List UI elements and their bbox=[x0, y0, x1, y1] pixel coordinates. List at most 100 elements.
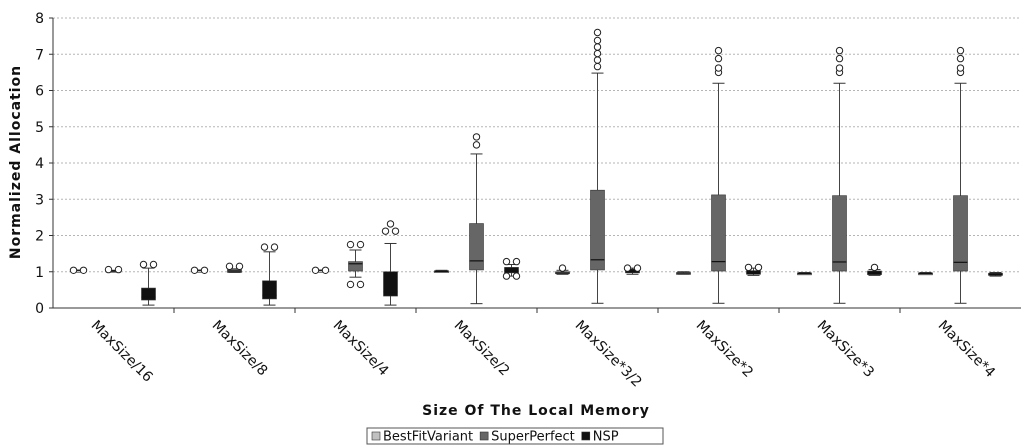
legend-label: SuperPerfect bbox=[491, 430, 575, 445]
y-tick-label: 1 bbox=[35, 265, 44, 281]
outlier-point bbox=[200, 266, 209, 274]
box bbox=[590, 189, 605, 271]
x-category-label: MaxSize/4 bbox=[330, 318, 392, 380]
box-superperfect-3 bbox=[469, 133, 484, 305]
outlier-point bbox=[714, 54, 723, 63]
box bbox=[348, 261, 363, 272]
box-nsp-2 bbox=[381, 220, 400, 306]
outlier-point bbox=[381, 227, 390, 235]
box-bestfitvariant-3 bbox=[434, 269, 449, 273]
legend-swatch bbox=[581, 431, 591, 441]
box-superperfect-5 bbox=[711, 46, 726, 304]
box-nsp-3 bbox=[502, 257, 521, 280]
outlier-point bbox=[512, 257, 521, 266]
outlier-point bbox=[502, 272, 511, 280]
outlier-point bbox=[346, 240, 355, 249]
box-nsp-6 bbox=[867, 263, 882, 276]
box bbox=[711, 194, 726, 272]
y-tick-label: 3 bbox=[35, 192, 44, 208]
box-bestfitvariant-2 bbox=[311, 266, 330, 274]
y-tick-label: 2 bbox=[35, 229, 44, 245]
legend-label: BestFitVariant bbox=[383, 430, 473, 445]
box-superperfect-2 bbox=[346, 240, 365, 289]
legend: BestFitVariant SuperPerfect NSP bbox=[366, 427, 664, 445]
outlier-point bbox=[558, 264, 567, 272]
box-bestfitvariant-5 bbox=[676, 271, 691, 275]
x-category-label: MaxSize/16 bbox=[88, 318, 156, 386]
outlier-point bbox=[79, 266, 88, 274]
outlier-point bbox=[472, 141, 481, 149]
box-superperfect-7 bbox=[953, 46, 968, 304]
outlier-point bbox=[956, 54, 965, 63]
outlier-point bbox=[623, 264, 632, 272]
plot-area bbox=[69, 28, 1003, 306]
outlier-point bbox=[346, 280, 355, 289]
box bbox=[953, 195, 968, 272]
outlier-point bbox=[633, 264, 642, 272]
box bbox=[469, 223, 484, 271]
outlier-point bbox=[270, 243, 279, 251]
box-superperfect-6 bbox=[832, 46, 847, 304]
outlier-point bbox=[870, 263, 879, 272]
outlier-point bbox=[190, 266, 199, 274]
x-axis: MaxSize/16 MaxSize/8 MaxSize/4 MaxSize/2 Max… bbox=[53, 307, 1021, 391]
outlier-point bbox=[225, 262, 234, 271]
outlier-point bbox=[956, 46, 965, 55]
x-category-label: MaxSize*3 bbox=[814, 318, 877, 381]
box-superperfect-1 bbox=[225, 262, 244, 273]
outlier-point bbox=[104, 265, 113, 274]
x-axis-title: Size Of The Local Memory bbox=[422, 403, 650, 419]
x-category-label: MaxSize*3/2 bbox=[572, 318, 645, 391]
y-axis: 0 1 2 3 4 5 6 7 8 bbox=[35, 11, 54, 317]
legend-swatch bbox=[479, 431, 489, 441]
y-tick-label: 8 bbox=[35, 11, 44, 27]
y-tick-label: 4 bbox=[35, 156, 44, 172]
outlier-point bbox=[714, 64, 723, 72]
outlier-point bbox=[835, 64, 844, 72]
box-superperfect-4 bbox=[590, 28, 605, 304]
box-nsp-5 bbox=[744, 263, 763, 276]
box-bestfitvariant-1 bbox=[190, 266, 209, 274]
outlier-point bbox=[502, 257, 511, 266]
outlier-point bbox=[714, 46, 723, 55]
outlier-point bbox=[386, 220, 395, 228]
outlier-point bbox=[472, 133, 481, 141]
outlier-point bbox=[835, 46, 844, 55]
outlier-point bbox=[311, 266, 320, 274]
box-bestfitvariant-6 bbox=[797, 271, 812, 276]
outlier-point bbox=[260, 243, 269, 251]
y-tick-label: 7 bbox=[35, 47, 44, 63]
y-tick-label: 0 bbox=[35, 301, 44, 317]
box-nsp-7 bbox=[988, 271, 1003, 277]
outlier-point bbox=[235, 262, 244, 271]
box-nsp-0 bbox=[139, 260, 158, 306]
box bbox=[832, 195, 847, 272]
outlier-point bbox=[744, 263, 753, 272]
x-category-label: MaxSize/2 bbox=[451, 318, 513, 380]
outlier-point bbox=[835, 54, 844, 63]
outlier-point bbox=[356, 280, 365, 289]
outlier-point bbox=[593, 62, 602, 71]
box-superperfect-0 bbox=[104, 265, 123, 274]
outlier-point bbox=[149, 260, 158, 269]
y-tick-label: 5 bbox=[35, 120, 44, 136]
outlier-point bbox=[69, 266, 78, 274]
outlier-point bbox=[321, 266, 330, 274]
box-bestfitvariant-4 bbox=[555, 264, 570, 275]
grid-lines bbox=[53, 17, 1021, 273]
box-bestfitvariant-7 bbox=[918, 271, 933, 276]
outlier-point bbox=[593, 28, 602, 37]
outlier-point bbox=[593, 56, 602, 64]
box bbox=[262, 280, 277, 300]
outlier-point bbox=[512, 272, 521, 280]
x-category-label: MaxSize*2 bbox=[693, 318, 756, 381]
outlier-point bbox=[593, 36, 602, 45]
outlier-point bbox=[593, 43, 602, 51]
outlier-point bbox=[356, 240, 365, 249]
x-category-label: MaxSize/8 bbox=[209, 318, 271, 380]
y-tick-label: 6 bbox=[35, 84, 44, 100]
y-axis-title: Normalized Allocation bbox=[8, 65, 24, 259]
box-bestfitvariant-0 bbox=[69, 266, 88, 274]
legend-label: NSP bbox=[593, 430, 619, 445]
